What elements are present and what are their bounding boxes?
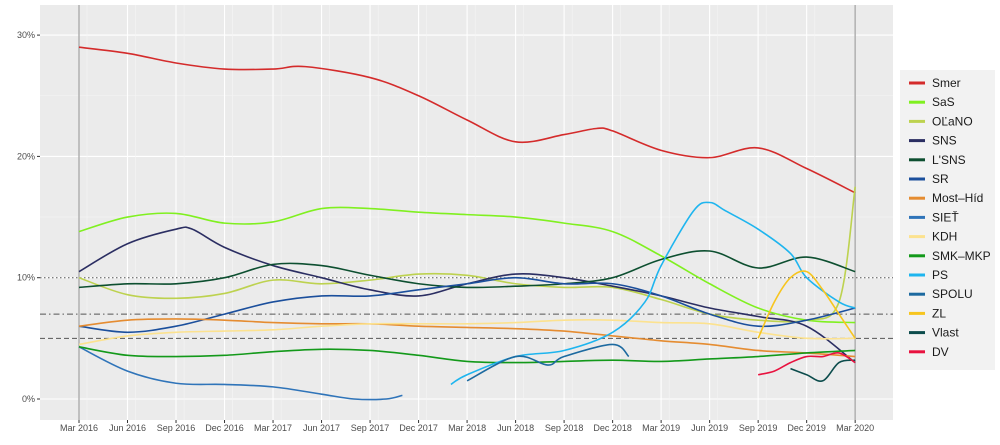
series-line-KDH bbox=[78, 319, 856, 346]
series-line-SPOLU bbox=[466, 343, 630, 382]
x-tick-label: Jun 2018 bbox=[497, 423, 534, 433]
legend-label: KDH bbox=[932, 230, 957, 244]
x-tick-label: Sep 2018 bbox=[545, 423, 584, 433]
legend-label: OĽaNO bbox=[932, 114, 973, 128]
series-line-L'SNS bbox=[78, 249, 856, 289]
legend-label: PS bbox=[932, 268, 948, 282]
y-tick-label: 10% bbox=[17, 273, 35, 283]
x-tick-label: Dec 2019 bbox=[787, 423, 826, 433]
legend-label: SNS bbox=[932, 134, 957, 148]
x-tick-label: Sep 2019 bbox=[739, 423, 778, 433]
y-axis: 0% 10% 20% 30% bbox=[17, 30, 40, 404]
series-line-Smer bbox=[78, 46, 856, 194]
series-line-SR bbox=[78, 276, 856, 334]
plot-background bbox=[40, 5, 893, 420]
series-line-SMK–MKP bbox=[78, 346, 856, 364]
legend-label: ZL bbox=[932, 306, 946, 320]
x-axis: Mar 2016 Jun 2016 Sep 2016 Dec 2016 Mar 2017… bbox=[60, 420, 874, 433]
y-tick-label: 30% bbox=[17, 30, 35, 40]
x-tick-label: Jun 2017 bbox=[303, 423, 340, 433]
legend-label: Vlast bbox=[932, 326, 959, 340]
series-line-SNS bbox=[78, 226, 856, 364]
x-tick-label: Jun 2016 bbox=[109, 423, 146, 433]
x-tick-label: Mar 2017 bbox=[254, 423, 292, 433]
legend-label: L'SNS bbox=[932, 153, 966, 167]
legend-label: SaS bbox=[932, 95, 955, 109]
series-line-SaS bbox=[78, 206, 856, 324]
legend-label: Smer bbox=[932, 76, 961, 90]
x-tick-label: Sep 2017 bbox=[351, 423, 390, 433]
series-line-ZL bbox=[757, 270, 856, 339]
x-tick-label: Mar 2019 bbox=[642, 423, 680, 433]
series-line-DV bbox=[757, 351, 856, 376]
x-tick-label: Jun 2019 bbox=[691, 423, 728, 433]
x-tick-label: Mar 2016 bbox=[60, 423, 98, 433]
legend-label: SIEŤ bbox=[932, 209, 959, 224]
x-tick-label: Dec 2017 bbox=[399, 423, 438, 433]
x-tick-label: Dec 2016 bbox=[205, 423, 244, 433]
x-tick-label: Mar 2020 bbox=[836, 423, 874, 433]
legend: Smer SaS OĽaNO SNS L'SNS SR Most–Híd SIEŤ KDH SMK… bbox=[909, 76, 991, 359]
series-line-OĽaNO bbox=[78, 186, 856, 323]
series-line-Vlast bbox=[790, 359, 856, 383]
reference-lines bbox=[40, 277, 893, 339]
series-lines bbox=[78, 46, 856, 401]
legend-label: Most–Híd bbox=[932, 191, 983, 205]
legend-label: SMK–MKP bbox=[932, 249, 991, 263]
legend-label: SR bbox=[932, 172, 949, 186]
x-tick-label: Sep 2016 bbox=[157, 423, 196, 433]
y-tick-label: 20% bbox=[17, 151, 35, 161]
legend-label: DV bbox=[932, 345, 949, 359]
y-tick-label: 0% bbox=[22, 394, 35, 404]
x-tick-label: Mar 2018 bbox=[448, 423, 486, 433]
series-line-SIEŤ bbox=[78, 346, 403, 401]
series-line-Most–Híd bbox=[78, 318, 856, 358]
legend-label: SPOLU bbox=[932, 287, 973, 301]
x-tick-label: Dec 2018 bbox=[593, 423, 632, 433]
